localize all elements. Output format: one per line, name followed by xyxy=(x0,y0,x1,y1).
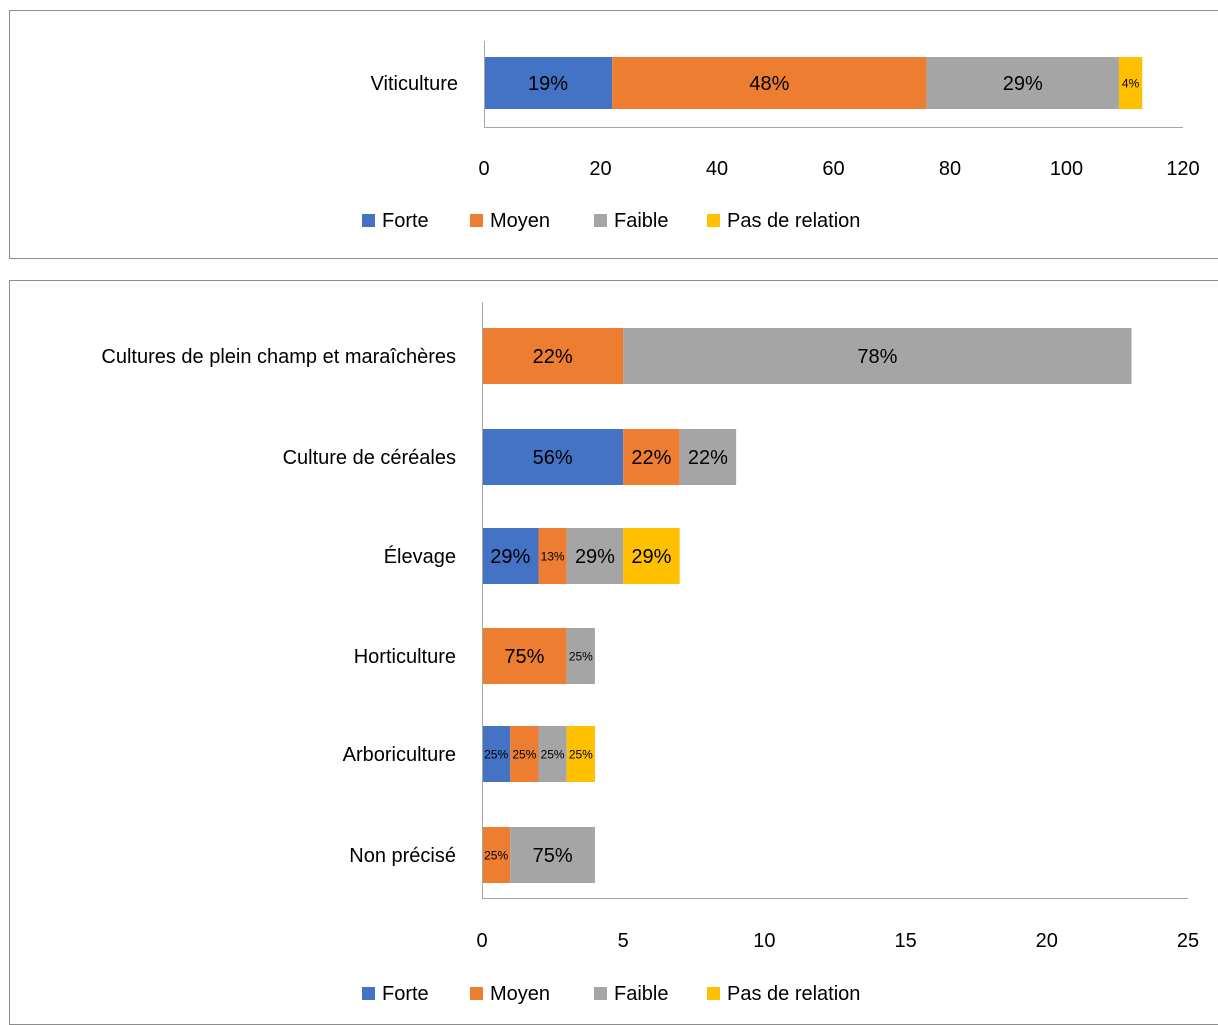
chart2-bar-cultures-de-plein-champ-et-maraicheres-faible xyxy=(623,328,1132,384)
chart2-bar-culture-de-cereales-forte xyxy=(482,429,624,485)
chart2-data-label-elevage-moyen: 13% xyxy=(541,549,565,563)
chart1-data-label-viticulture-pas-de-relation: 4% xyxy=(1122,76,1140,90)
chart2-x-tick-label: 0 xyxy=(476,930,487,952)
chart2-bar-culture-de-cereales-faible xyxy=(679,429,737,485)
chart2-data-label-non-precise-moyen: 25% xyxy=(484,848,508,862)
chart1-bar-viticulture-forte xyxy=(484,57,613,109)
chart2-data-label-culture-de-cereales-moyen: 22% xyxy=(631,447,671,469)
chart2-data-label-non-precise-faible: 75% xyxy=(533,845,573,867)
chart1-x-tick-label: 100 xyxy=(1050,158,1083,180)
chart2-category-label-arboriculture: Arboriculture xyxy=(343,744,456,766)
chart1-legend-swatch-faible xyxy=(594,214,607,227)
chart1-legend-label-forte: Forte xyxy=(382,210,429,232)
chart2-legend-label-forte: Forte xyxy=(382,983,429,1005)
chart1-x-tick-label: 0 xyxy=(478,158,489,180)
chart2-x-tick-label: 15 xyxy=(894,930,916,952)
chart2-legend-swatch-pas-de-relation xyxy=(707,987,720,1000)
chart1-x-tick-label: 120 xyxy=(1166,158,1199,180)
chart2-bar-arboriculture-moyen xyxy=(510,726,539,782)
chart2-bar-elevage-forte xyxy=(482,528,539,584)
chart2-category-label-cultures-de-plein-champ-et-maraicheres: Cultures de plein champ et maraîchères xyxy=(101,346,456,368)
chart2-legend-swatch-faible xyxy=(594,987,607,1000)
chart1-bar-viticulture-moyen xyxy=(612,57,927,109)
chart2-legend-swatch-forte xyxy=(362,987,375,1000)
chart2-category-label-horticulture: Horticulture xyxy=(354,646,456,668)
chart2-data-label-arboriculture-faible: 25% xyxy=(541,747,565,761)
chart1-legend-label-faible: Faible xyxy=(614,210,668,232)
chart2-legend-swatch-moyen xyxy=(470,987,483,1000)
chart1-legend-swatch-moyen xyxy=(470,214,483,227)
chart2-data-label-cultures-de-plein-champ-et-maraicheres-moyen: 22% xyxy=(533,346,573,368)
chart2-bar-elevage-pas-de-relation xyxy=(623,528,680,584)
chart2-data-label-elevage-pas-de-relation: 29% xyxy=(631,546,671,568)
chart2-x-tick-label: 10 xyxy=(753,930,775,952)
chart1-x-tick-label: 20 xyxy=(589,158,611,180)
chart2-category-label-culture-de-cereales: Culture de céréales xyxy=(283,447,456,469)
chart2-data-label-culture-de-cereales-forte: 56% xyxy=(533,447,573,469)
chart2-data-label-cultures-de-plein-champ-et-maraicheres-faible: 78% xyxy=(857,346,897,368)
chart2-data-label-elevage-faible: 29% xyxy=(575,546,615,568)
chart1-x-tick-label: 80 xyxy=(939,158,961,180)
chart1-legend-swatch-pas-de-relation xyxy=(707,214,720,227)
chart1-bar-viticulture-pas-de-relation xyxy=(1118,57,1143,109)
chart2-bar-horticulture-faible xyxy=(566,628,595,684)
chart2-data-label-horticulture-moyen: 75% xyxy=(504,646,544,668)
chart2-data-label-culture-de-cereales-faible: 22% xyxy=(688,447,728,469)
chart2-bar-elevage-moyen xyxy=(538,528,567,584)
chart2-x-tick-label: 20 xyxy=(1036,930,1058,952)
chart1-bar-viticulture-faible xyxy=(926,57,1119,109)
chart1-legend-label-pas-de-relation: Pas de relation xyxy=(727,210,860,232)
chart2-bar-non-precise-moyen xyxy=(482,827,511,883)
chart2-bar-arboriculture-forte xyxy=(482,726,511,782)
chart1-group: 19% 48% 29% 4% Viticulture 0 20 40 60 80 100 120 For… xyxy=(362,41,1200,232)
chart-cultures-frame xyxy=(9,280,1218,1025)
chart2-x-tick-label: 5 xyxy=(618,930,629,952)
chart1-legend-label-moyen: Moyen xyxy=(490,210,550,232)
chart1-data-label-viticulture-moyen: 48% xyxy=(749,73,789,95)
chart2-bar-arboriculture-pas-de-relation xyxy=(566,726,595,782)
chart2-legend-label-pas-de-relation: Pas de relation xyxy=(727,983,860,1005)
chart2-category-label-non-precise: Non précisé xyxy=(349,845,456,867)
chart1-x-tick-label: 60 xyxy=(822,158,844,180)
chart2-data-label-arboriculture-forte: 25% xyxy=(484,747,508,761)
chart2-bar-elevage-faible xyxy=(566,528,624,584)
chart1-x-tick-label: 40 xyxy=(706,158,728,180)
chart2-legend-label-moyen: Moyen xyxy=(490,983,550,1005)
chart2-legend-label-faible: Faible xyxy=(614,983,668,1005)
chart1-data-label-viticulture-faible: 29% xyxy=(1003,73,1043,95)
chart2-data-label-horticulture-faible: 25% xyxy=(569,649,593,663)
chart1-legend-swatch-forte xyxy=(362,214,375,227)
chart1-data-label-viticulture-forte: 19% xyxy=(528,73,568,95)
chart2-data-label-arboriculture-moyen: 25% xyxy=(512,747,536,761)
chart2-x-tick-label: 25 xyxy=(1177,930,1199,952)
chart2-bar-cultures-de-plein-champ-et-maraicheres-moyen xyxy=(482,328,624,384)
chart2-data-label-arboriculture-pas-de-relation: 25% xyxy=(569,747,593,761)
chart2-group: 22% 78% Cultures de plein champ et maraîch… xyxy=(101,302,1199,1005)
chart-viticulture-frame xyxy=(9,10,1218,259)
chart1-category-label-viticulture: Viticulture xyxy=(371,73,458,95)
chart2-category-label-elevage: Élevage xyxy=(384,545,456,568)
chart2-bar-horticulture-moyen xyxy=(482,628,567,684)
chart2-data-label-elevage-forte: 29% xyxy=(490,546,530,568)
chart2-bar-arboriculture-faible xyxy=(538,726,567,782)
chart2-bar-non-precise-faible xyxy=(510,827,595,883)
chart2-bar-culture-de-cereales-moyen xyxy=(623,429,680,485)
